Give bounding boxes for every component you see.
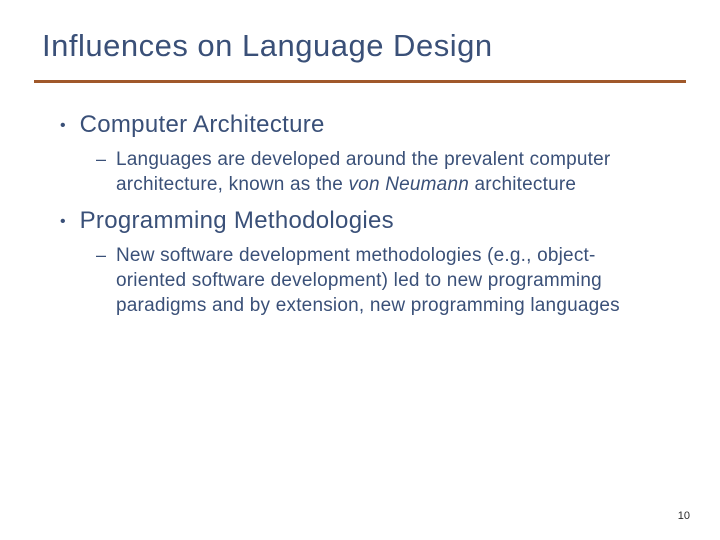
- sub-bullet-item: – Languages are developed around the pre…: [58, 147, 678, 197]
- sub-bullet-marker: –: [96, 147, 106, 172]
- sub-text-italic: von Neumann: [348, 174, 469, 195]
- slide-title: Influences on Language Design: [42, 28, 678, 64]
- page-number: 10: [678, 510, 690, 522]
- content-area: • Computer Architecture – Languages are …: [42, 111, 678, 318]
- sub-bullet-marker: –: [96, 243, 106, 268]
- sub-text-suffix: architecture: [469, 174, 576, 195]
- bullet-marker: •: [60, 207, 66, 237]
- sub-bullet-text: Languages are developed around the preva…: [116, 147, 656, 197]
- bullet-item: • Computer Architecture: [58, 111, 678, 141]
- bullet-heading: Programming Methodologies: [80, 207, 394, 235]
- sub-bullet-text: New software development methodologies (…: [116, 243, 656, 318]
- title-divider: [34, 80, 686, 83]
- bullet-heading: Computer Architecture: [80, 111, 325, 139]
- bullet-item: • Programming Methodologies: [58, 207, 678, 237]
- sub-bullet-item: – New software development methodologies…: [58, 243, 678, 318]
- bullet-marker: •: [60, 111, 66, 141]
